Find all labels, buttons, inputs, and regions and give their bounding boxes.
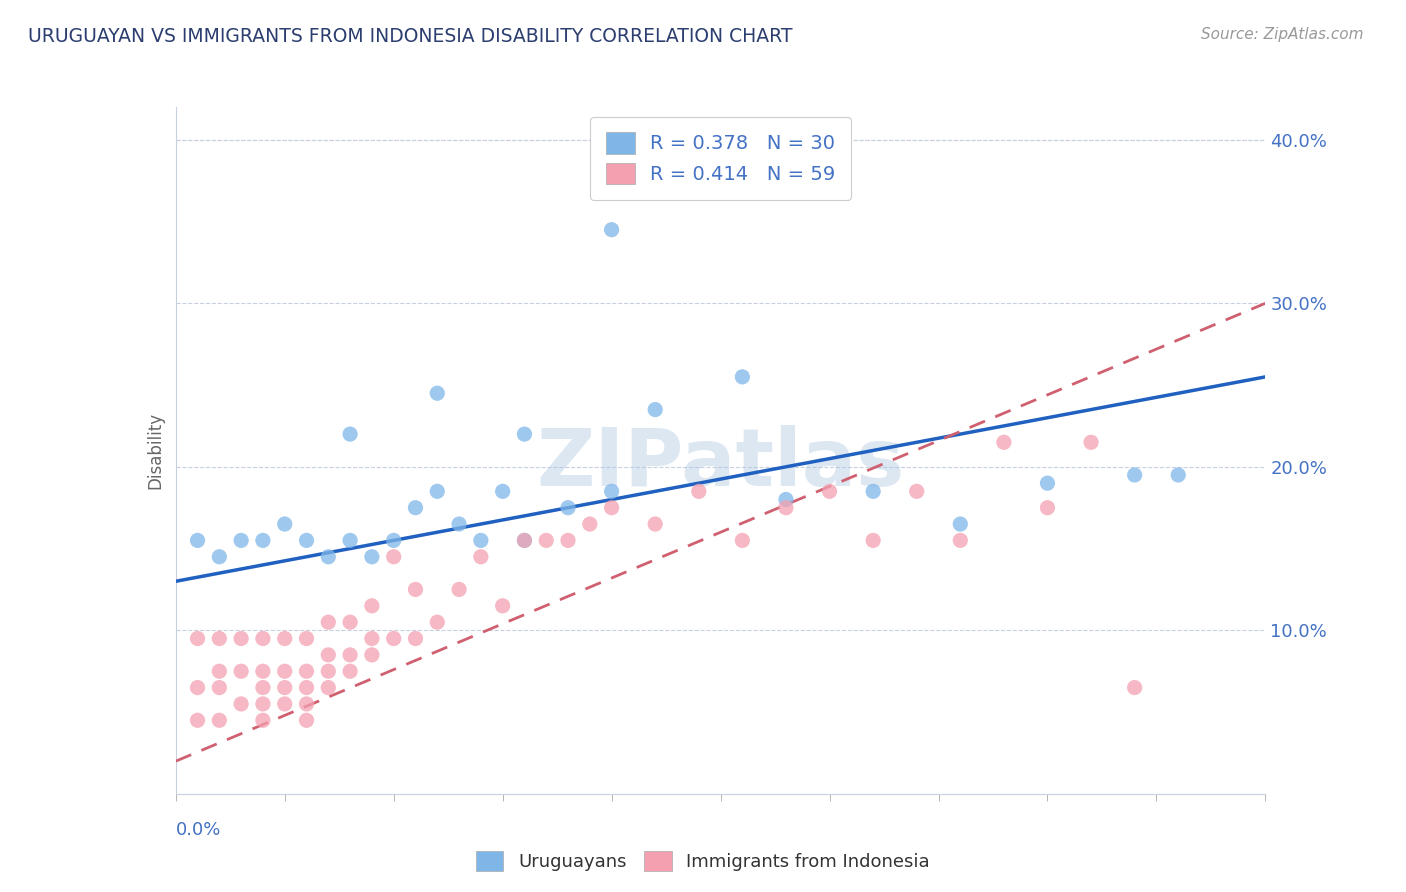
Point — [339, 664, 361, 679]
Point — [360, 648, 382, 662]
Point — [274, 681, 297, 695]
Point — [231, 664, 253, 679]
Point — [993, 435, 1015, 450]
Point — [405, 632, 427, 646]
Point — [295, 714, 318, 728]
Point — [252, 681, 274, 695]
Point — [775, 492, 797, 507]
Point — [318, 615, 340, 630]
Point — [447, 516, 470, 531]
Point — [1167, 467, 1189, 482]
Legend: R = 0.378   N = 30, R = 0.414   N = 59: R = 0.378 N = 30, R = 0.414 N = 59 — [591, 117, 851, 200]
Point — [513, 533, 536, 548]
Point — [426, 615, 449, 630]
Point — [949, 533, 972, 548]
Point — [252, 664, 274, 679]
Point — [360, 549, 382, 564]
Point — [252, 714, 274, 728]
Point — [600, 500, 623, 515]
Point — [231, 697, 253, 711]
Point — [252, 533, 274, 548]
Point — [534, 533, 557, 548]
Point — [318, 681, 340, 695]
Point — [405, 582, 427, 597]
Text: 0.0%: 0.0% — [176, 822, 221, 839]
Point — [731, 369, 754, 384]
Point — [1123, 681, 1146, 695]
Point — [513, 427, 536, 442]
Point — [208, 632, 231, 646]
Point — [1036, 476, 1059, 491]
Point — [470, 533, 492, 548]
Point — [186, 714, 209, 728]
Point — [208, 664, 231, 679]
Point — [360, 632, 382, 646]
Point — [339, 427, 361, 442]
Point — [382, 549, 405, 564]
Point — [208, 549, 231, 564]
Point — [1080, 435, 1102, 450]
Point — [382, 533, 405, 548]
Point — [600, 222, 623, 236]
Point — [208, 714, 231, 728]
Point — [186, 533, 209, 548]
Point — [274, 516, 297, 531]
Point — [600, 484, 623, 499]
Point — [382, 632, 405, 646]
Text: ZIPatlas: ZIPatlas — [537, 425, 904, 503]
Point — [295, 664, 318, 679]
Point — [295, 632, 318, 646]
Point — [339, 533, 361, 548]
Point — [862, 484, 884, 499]
Point — [186, 681, 209, 695]
Point — [318, 664, 340, 679]
Point — [231, 632, 253, 646]
Point — [186, 632, 209, 646]
Point — [731, 533, 754, 548]
Point — [470, 549, 492, 564]
Point — [1123, 467, 1146, 482]
Point — [905, 484, 928, 499]
Point — [339, 648, 361, 662]
Point — [426, 386, 449, 401]
Point — [295, 533, 318, 548]
Point — [557, 500, 579, 515]
Text: Source: ZipAtlas.com: Source: ZipAtlas.com — [1201, 27, 1364, 42]
Point — [1036, 500, 1059, 515]
Point — [949, 516, 972, 531]
Point — [295, 697, 318, 711]
Point — [579, 516, 602, 531]
Point — [447, 582, 470, 597]
Point — [557, 533, 579, 548]
Point — [862, 533, 884, 548]
Point — [208, 681, 231, 695]
Point — [426, 484, 449, 499]
Point — [252, 697, 274, 711]
Legend: Uruguayans, Immigrants from Indonesia: Uruguayans, Immigrants from Indonesia — [470, 844, 936, 879]
Point — [492, 484, 515, 499]
Point — [274, 632, 297, 646]
Point — [513, 533, 536, 548]
Point — [644, 402, 666, 417]
Point — [492, 599, 515, 613]
Point — [274, 697, 297, 711]
Point — [339, 615, 361, 630]
Text: URUGUAYAN VS IMMIGRANTS FROM INDONESIA DISABILITY CORRELATION CHART: URUGUAYAN VS IMMIGRANTS FROM INDONESIA D… — [28, 27, 793, 45]
Point — [295, 681, 318, 695]
Point — [405, 500, 427, 515]
Point — [775, 500, 797, 515]
Point — [231, 533, 253, 548]
Point — [318, 648, 340, 662]
Y-axis label: Disability: Disability — [146, 412, 165, 489]
Point — [644, 516, 666, 531]
Point — [274, 664, 297, 679]
Point — [818, 484, 841, 499]
Point — [318, 549, 340, 564]
Point — [252, 632, 274, 646]
Point — [688, 484, 710, 499]
Point — [360, 599, 382, 613]
